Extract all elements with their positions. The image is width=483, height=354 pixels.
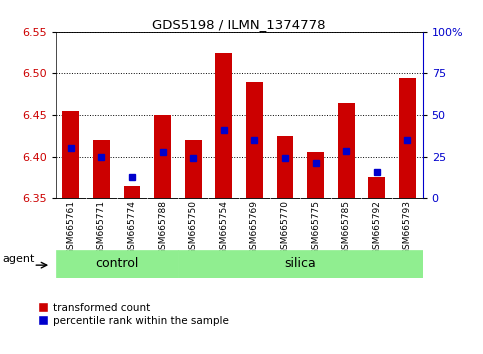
Text: silica: silica bbox=[284, 257, 316, 270]
Bar bbox=[93, 140, 110, 198]
Bar bbox=[62, 111, 79, 198]
Bar bbox=[215, 53, 232, 198]
Text: agent: agent bbox=[3, 255, 35, 264]
Bar bbox=[277, 136, 293, 198]
Bar bbox=[185, 140, 201, 198]
Bar bbox=[56, 250, 178, 278]
Bar bbox=[124, 186, 141, 198]
Title: GDS5198 / ILMN_1374778: GDS5198 / ILMN_1374778 bbox=[152, 18, 326, 31]
Bar bbox=[178, 250, 423, 278]
Bar bbox=[154, 115, 171, 198]
Legend: transformed count, percentile rank within the sample: transformed count, percentile rank withi… bbox=[39, 303, 228, 326]
Bar bbox=[399, 78, 416, 198]
Bar bbox=[338, 103, 355, 198]
Bar bbox=[307, 153, 324, 198]
Bar bbox=[246, 82, 263, 198]
Text: control: control bbox=[95, 257, 139, 270]
Bar bbox=[369, 177, 385, 198]
